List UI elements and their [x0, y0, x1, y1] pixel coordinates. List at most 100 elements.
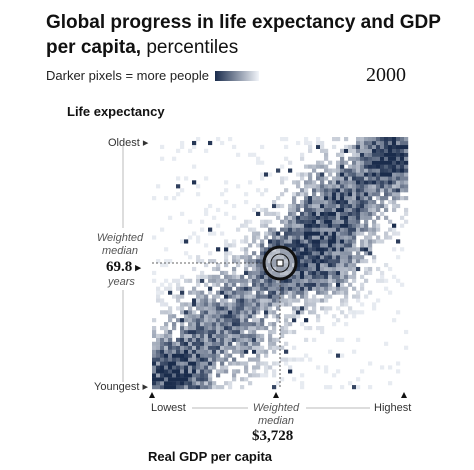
heatmap-cell — [392, 184, 397, 189]
heatmap-cell — [172, 196, 177, 201]
x-weighted-median-label: Weighted median — [252, 402, 300, 427]
heatmap-cell — [200, 381, 205, 386]
heatmap-cell — [296, 357, 301, 362]
heatmap-cell — [216, 310, 221, 315]
heatmap-cell — [352, 184, 357, 189]
heatmap-cell — [184, 357, 189, 362]
heatmap-cell — [220, 337, 225, 342]
heatmap-cell — [200, 361, 205, 366]
heatmap-cell — [156, 353, 161, 358]
heatmap-cell — [168, 215, 173, 220]
heatmap-cell — [288, 282, 293, 287]
heatmap-cell — [220, 365, 225, 370]
heatmap-cell — [348, 207, 353, 213]
heatmap-cell — [352, 200, 357, 205]
heatmap-cell — [308, 200, 313, 205]
heatmap-cell — [156, 361, 161, 366]
heatmap-cell — [176, 298, 181, 303]
heatmap-cell — [172, 369, 177, 374]
heatmap-cell — [280, 137, 285, 142]
heatmap-cell — [252, 322, 257, 327]
heatmap-cell — [384, 263, 389, 268]
heatmap-cell — [208, 345, 213, 350]
heatmap-cell — [400, 196, 405, 201]
heatmap-cell — [368, 227, 373, 232]
heatmap-cell — [300, 251, 305, 256]
heatmap-cell — [384, 164, 389, 169]
heatmap-cell — [188, 349, 193, 354]
heatmap-cell — [164, 381, 169, 386]
heatmap-cell — [376, 172, 381, 177]
y-tick-youngest: Youngest ▸ — [94, 381, 149, 393]
heatmap-cell — [380, 137, 385, 142]
heatmap-cell — [192, 298, 197, 303]
heatmap-cell — [340, 255, 345, 260]
heatmap-cell — [196, 385, 201, 390]
heatmap-cell — [264, 314, 269, 319]
heatmap-cell — [316, 137, 321, 142]
heatmap-cell — [348, 188, 353, 193]
heatmap-cell — [364, 239, 369, 244]
heatmap-cell — [176, 176, 181, 181]
x-tick-arrow-high — [401, 392, 407, 398]
heatmap-cell — [360, 196, 365, 201]
heatmap-cell — [396, 255, 401, 260]
heatmap-cell — [232, 278, 237, 283]
heatmap-cell — [276, 306, 281, 311]
heatmap-cell — [300, 243, 305, 248]
heatmap-cell — [292, 286, 297, 291]
heatmap-cell — [196, 137, 201, 142]
heatmap-cell — [160, 365, 165, 370]
heatmap-cell — [248, 259, 253, 264]
heatmap-cell — [380, 188, 385, 193]
heatmap-cell — [300, 227, 305, 232]
heatmap-cell — [240, 278, 245, 283]
heatmap-cell — [356, 172, 361, 177]
heatmap-cell — [368, 144, 373, 150]
heatmap-cell — [360, 215, 365, 220]
heatmap-cell — [220, 306, 225, 311]
heatmap-cell — [172, 278, 177, 283]
heatmap-cell — [328, 259, 333, 264]
heatmap-cell — [256, 361, 261, 366]
heatmap-cell — [328, 184, 333, 189]
heatmap-cell — [284, 156, 289, 161]
heatmap-cell — [188, 385, 193, 390]
heatmap-cell — [312, 207, 317, 213]
heatmap-cell — [224, 314, 229, 319]
heatmap-cell — [180, 333, 185, 339]
heatmap-cell — [360, 152, 365, 157]
heatmap-cell — [376, 148, 381, 153]
y-axis-title: Life expectancy — [67, 104, 165, 119]
heatmap-cell — [156, 385, 161, 390]
heatmap-cell — [224, 353, 229, 358]
heatmap-cell — [160, 302, 165, 307]
heatmap-cell — [236, 369, 241, 374]
heatmap-cell — [224, 200, 229, 205]
heatmap-cell — [304, 318, 309, 323]
heatmap-cell — [380, 168, 385, 173]
heatmap-cell — [324, 255, 329, 260]
heatmap-cell — [396, 140, 401, 146]
heatmap-cell — [360, 203, 365, 209]
heatmap-cell — [300, 278, 305, 283]
heatmap-cell — [168, 314, 173, 319]
heatmap-cell — [324, 270, 329, 276]
heatmap-cell — [220, 329, 225, 335]
heatmap-cell — [196, 326, 201, 331]
heatmap-cell — [164, 310, 169, 315]
heatmap-cell — [160, 345, 165, 350]
heatmap-cell — [344, 314, 349, 319]
heatmap-cell — [168, 259, 173, 264]
heatmap-cell — [280, 282, 285, 287]
heatmap-cell — [340, 211, 345, 216]
heatmap-cell — [364, 137, 369, 142]
heatmap-cell — [332, 270, 337, 276]
heatmap-cell — [304, 203, 309, 209]
heatmap-cell — [260, 251, 265, 256]
heatmap-cell — [396, 172, 401, 177]
heatmap-cell — [296, 282, 301, 287]
heatmap-cell — [304, 353, 309, 358]
heatmap-cell — [164, 263, 169, 268]
heatmap-cell — [296, 290, 301, 295]
